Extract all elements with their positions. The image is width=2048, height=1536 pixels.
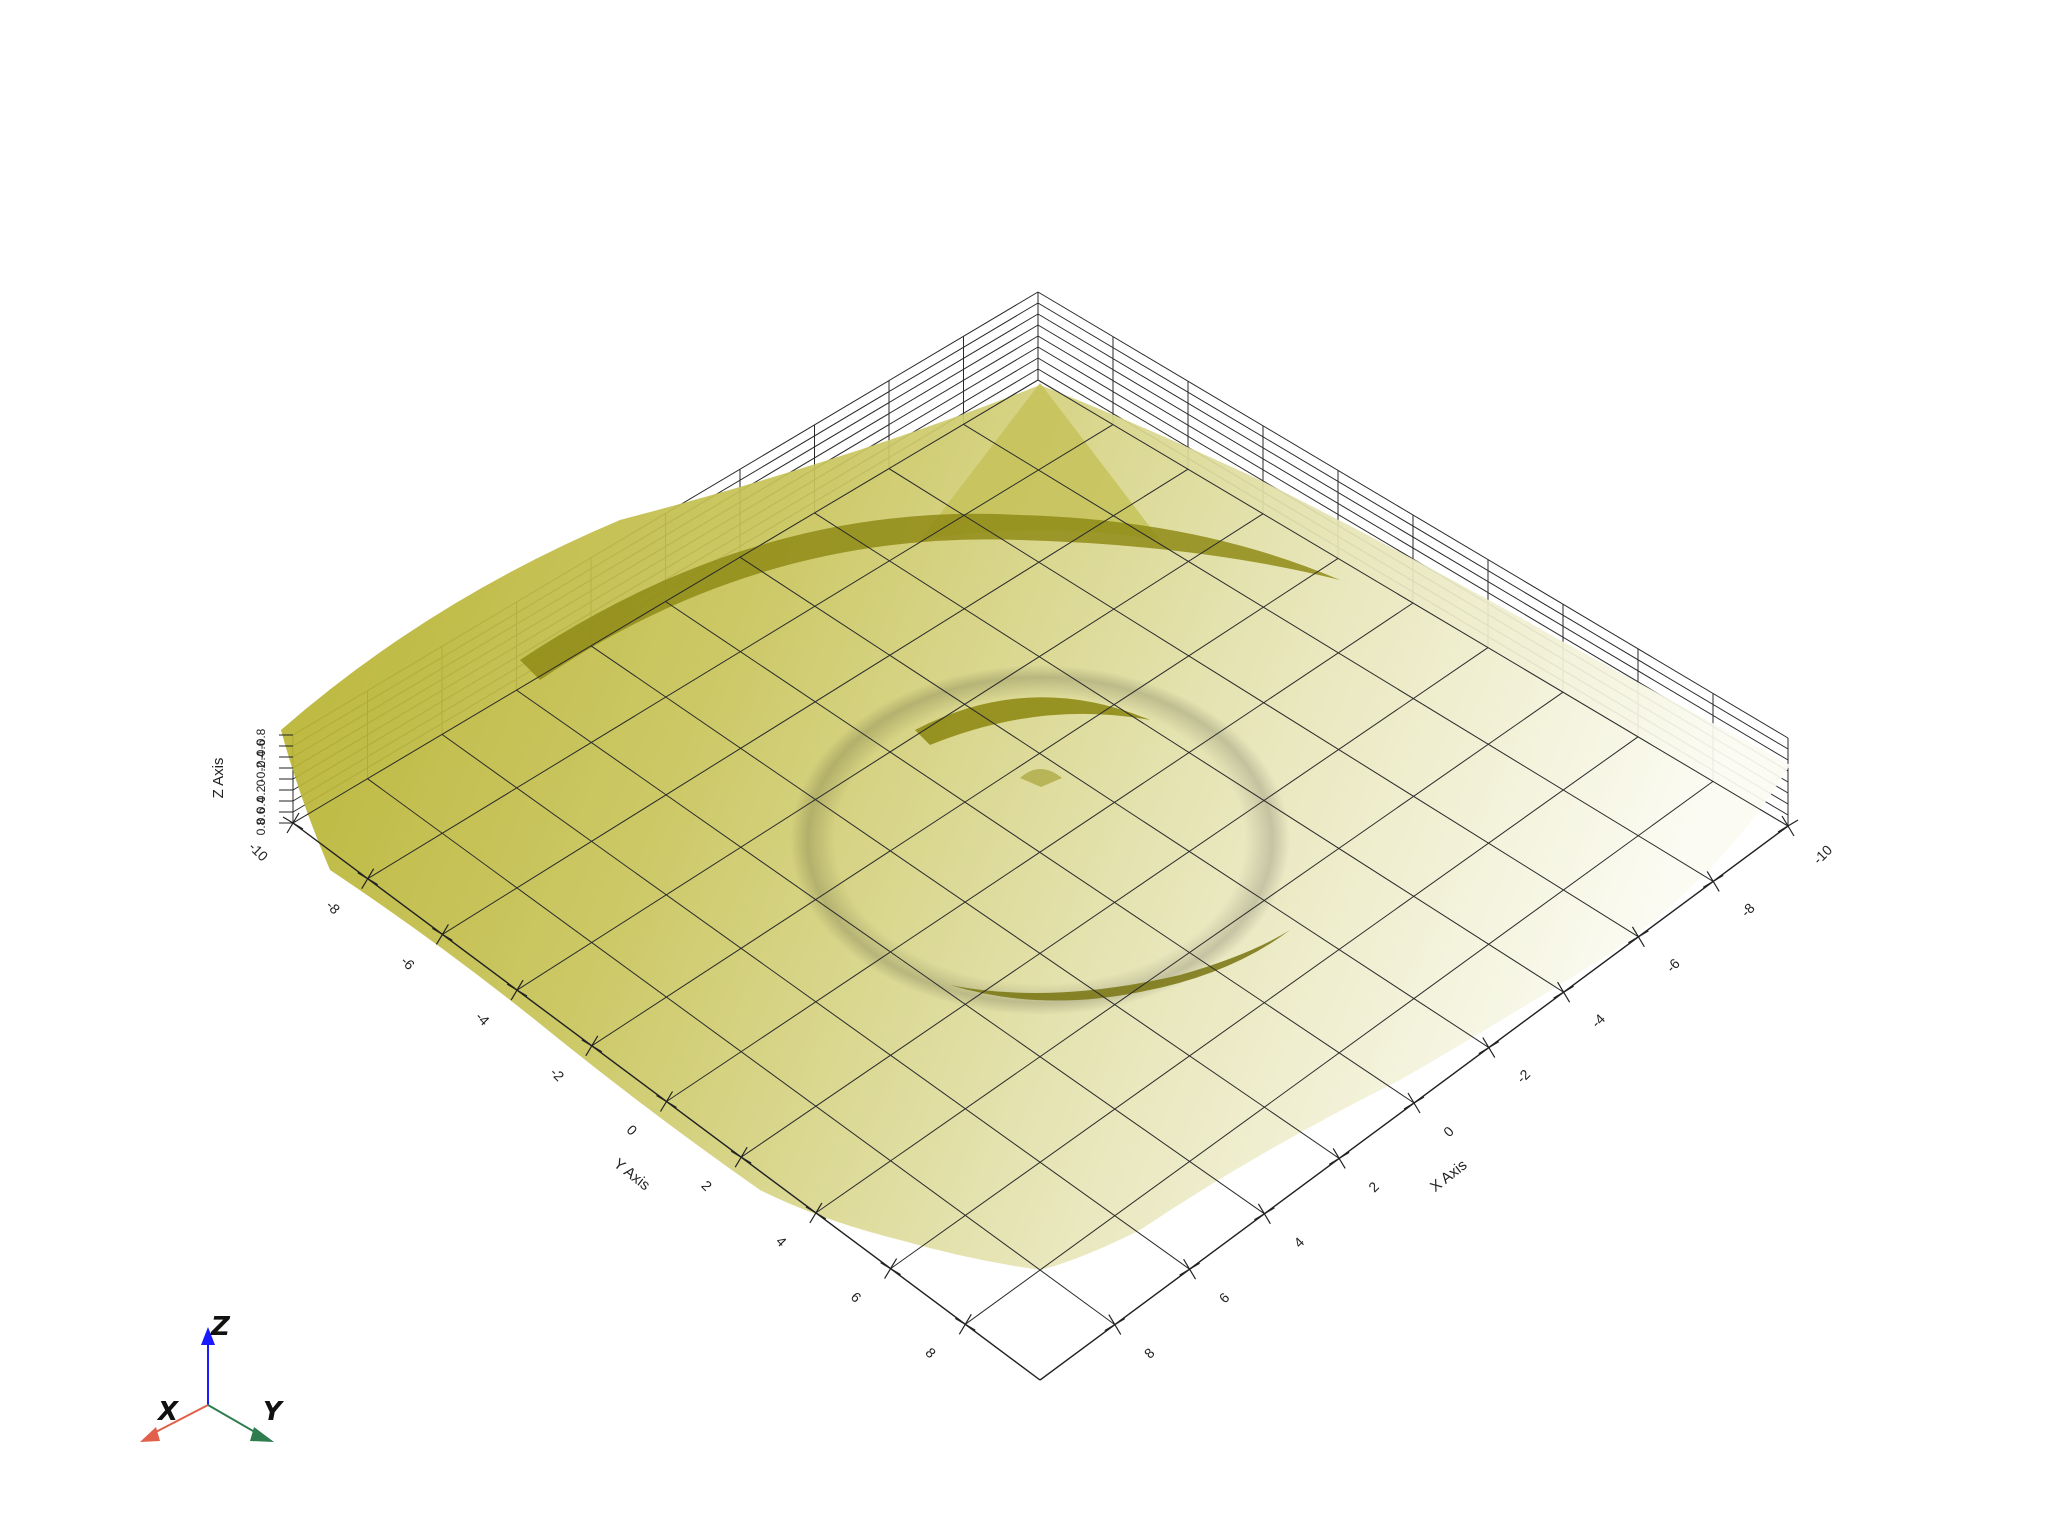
z-tick-label: 0.4 bbox=[254, 796, 268, 813]
x-tick-label: 4 bbox=[1290, 1234, 1307, 1251]
orientation-z-label: Z bbox=[210, 1312, 231, 1342]
sinc-surface bbox=[281, 383, 1790, 1270]
x-arrowhead-icon bbox=[140, 1427, 160, 1442]
y-tick-label: -4 bbox=[473, 1009, 493, 1029]
x-tick-label: 0 bbox=[1440, 1123, 1457, 1140]
z-tick-label: -0.8 bbox=[254, 728, 268, 749]
y-tick-label: 8 bbox=[922, 1344, 939, 1361]
inner-ridge bbox=[915, 697, 1150, 745]
y-axis-tick bbox=[884, 1258, 898, 1279]
back-wall-horizontal bbox=[1037, 313, 1789, 761]
y-tick-label: -8 bbox=[323, 897, 343, 917]
y-arrowhead-icon bbox=[250, 1427, 274, 1442]
back-wall-horizontal bbox=[1037, 291, 1789, 739]
orientation-y-label: Y bbox=[263, 1397, 285, 1427]
z-arrowhead-icon bbox=[201, 1327, 215, 1345]
x-axis-arrow bbox=[149, 1404, 209, 1436]
back-wall-horizontal bbox=[1037, 302, 1789, 750]
x-axis-tick bbox=[1631, 926, 1645, 948]
y-axis-tick bbox=[510, 979, 524, 1001]
x-axis-tick bbox=[1257, 1203, 1271, 1225]
floor-grid-line-x bbox=[516, 689, 1265, 1215]
y-axis-tick bbox=[958, 1313, 972, 1335]
z-tick-label: -0.2 bbox=[254, 761, 268, 782]
y-axis-tick bbox=[809, 1202, 823, 1224]
x-axis-tick bbox=[1183, 1258, 1197, 1280]
floor-grid-line-x bbox=[590, 645, 1340, 1159]
ripple-ring-shade bbox=[790, 665, 1290, 1015]
x-tick-label: -4 bbox=[1588, 1010, 1608, 1030]
x-tick-label: 2 bbox=[1365, 1178, 1382, 1195]
x-axis-tick bbox=[1781, 815, 1795, 837]
x-tick-label: -2 bbox=[1513, 1066, 1533, 1086]
y-axis-tick bbox=[659, 1091, 674, 1112]
y-tick-label: 0 bbox=[624, 1122, 641, 1139]
y-tick-label: -2 bbox=[547, 1064, 567, 1084]
y-tick-label: 6 bbox=[848, 1289, 865, 1306]
lower-ridge bbox=[950, 930, 1290, 1001]
y-tick-label: 2 bbox=[698, 1177, 715, 1194]
x-axis-tick bbox=[1706, 871, 1720, 892]
y-axis-tick bbox=[734, 1146, 748, 1168]
floor-grid bbox=[292, 379, 1789, 1381]
x-tick-label: -8 bbox=[1738, 900, 1758, 920]
orientation-x-label: X bbox=[156, 1397, 180, 1427]
floor-grid-line-x bbox=[441, 733, 1190, 1270]
x-tick-label: -6 bbox=[1663, 955, 1683, 975]
z-tick-label: -0.4 bbox=[254, 750, 268, 771]
y-axis-tick bbox=[435, 924, 449, 945]
floor-grid-line-y bbox=[890, 736, 1639, 1270]
x-tick-label: -10 bbox=[1810, 842, 1836, 868]
x-axis-tick bbox=[1108, 1314, 1122, 1335]
y-tick-label: -6 bbox=[398, 953, 418, 973]
z-axis-title: Z Axis bbox=[210, 758, 227, 799]
outer-ridge bbox=[520, 513, 1340, 680]
x-axis-title: X Axis bbox=[1427, 1157, 1470, 1196]
floor-grid-line-y bbox=[815, 691, 1564, 1214]
z-tick-label: 0.2 bbox=[254, 785, 268, 802]
floor-grid-line-y bbox=[740, 647, 1489, 1158]
x-axis-tick bbox=[1557, 981, 1571, 1003]
center-peak bbox=[1020, 769, 1062, 787]
z-tick-label: 0 bbox=[254, 779, 268, 786]
orientation-widget: Z X Y bbox=[140, 1312, 285, 1442]
x-tick-label: 6 bbox=[1216, 1289, 1233, 1306]
floor-grid-line-y bbox=[965, 780, 1714, 1325]
floor-grid-line-x bbox=[665, 601, 1415, 1104]
y-axis-arrow bbox=[207, 1404, 261, 1436]
y-tick-label: 4 bbox=[773, 1233, 790, 1250]
y-axis-title: Y Axis bbox=[610, 1155, 653, 1194]
z-tick-label: 0.8 bbox=[254, 818, 268, 835]
x-axis-tick bbox=[1407, 1092, 1421, 1114]
y-tick-label: -10 bbox=[246, 839, 272, 865]
x-axis-tick bbox=[1482, 1037, 1496, 1058]
y-axis-tick bbox=[361, 868, 375, 890]
floor-grid-line-x bbox=[367, 778, 1116, 1326]
y-axis-tick bbox=[585, 1035, 599, 1057]
x-axis-tick bbox=[1332, 1148, 1346, 1169]
x-tick-label: 8 bbox=[1141, 1345, 1158, 1362]
surface-far-peak bbox=[920, 383, 1160, 540]
z-tick-label: -0.6 bbox=[254, 739, 268, 760]
z-tick-label: 0.6 bbox=[254, 807, 268, 824]
